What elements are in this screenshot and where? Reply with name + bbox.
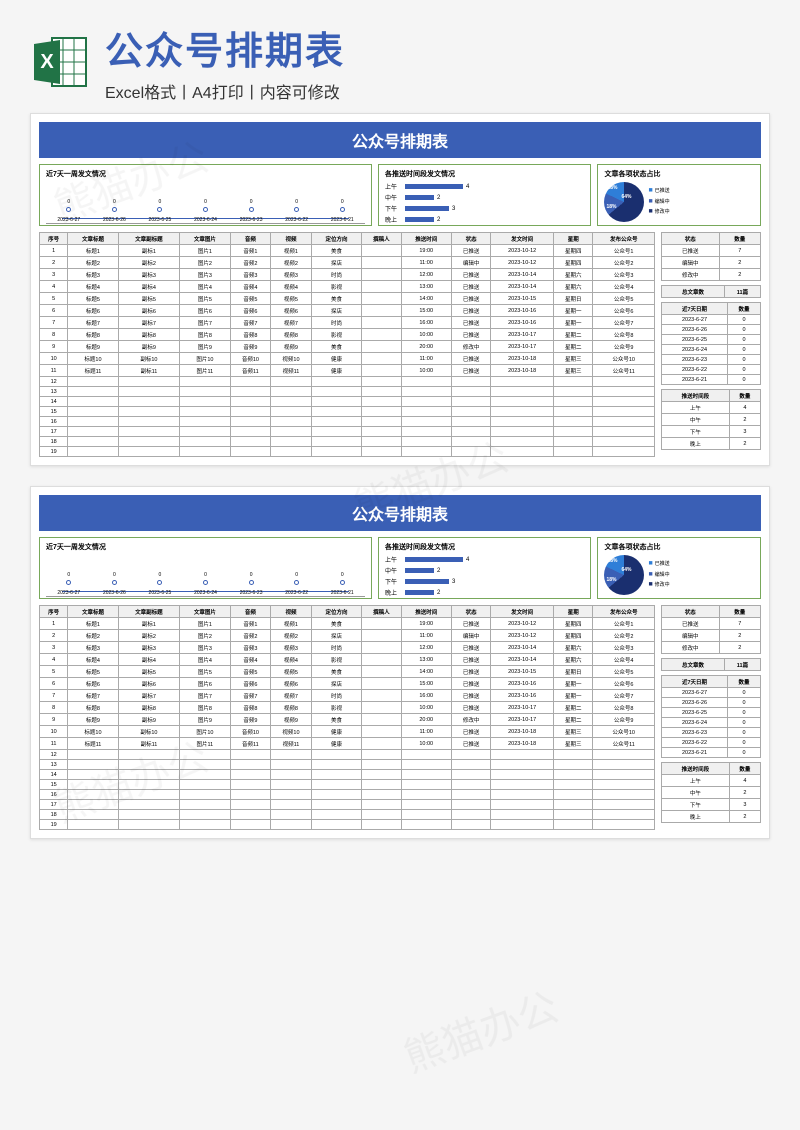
table-row: 6标题6副标6图片6音频6视频6探店15:00已推送2023-10-16星期一公… xyxy=(40,305,655,317)
table-row: 5标题5副标5图片5音频5视频5美食14:00已推送2023-10-15星期日公… xyxy=(40,293,655,305)
table-row: 11标题11副标11图片11音频11视频11健康10:00已推送2023-10-… xyxy=(40,738,655,750)
table-row: 3标题3副标3图片3音频3视频3时尚12:00已推送2023-10-14星期六公… xyxy=(40,642,655,654)
table-row: 9标题9副标9图片9音频9视频9美食20:00修改中2023-10-17星期二公… xyxy=(40,341,655,353)
main-table: 序号文章标题文章副标题文章图片音频视频定位方向撰稿人推送时间状态发文时间星期发布… xyxy=(39,605,655,830)
table-row: 7标题7副标7图片7音频7视频7时尚16:00已推送2023-10-16星期一公… xyxy=(40,317,655,329)
main-table: 序号文章标题文章副标题文章图片音频视频定位方向撰稿人推送时间状态发文时间星期发布… xyxy=(39,232,655,457)
main-title: 公众号排期表 xyxy=(105,20,345,75)
timeline-chart: 近7天一周发文情况 02023-6-2702023-6-2602023-6-25… xyxy=(39,537,372,599)
side-tables: 状态数量已推送7编辑中2修改中2 总文章数11篇 近7天日期数量2023-6-2… xyxy=(661,605,761,830)
table-row: 8标题8副标8图片8音频8视频8影视10:00已推送2023-10-17星期二公… xyxy=(40,702,655,714)
document-page: 公众号排期表 近7天一周发文情况 02023-6-2702023-6-26020… xyxy=(30,113,770,466)
table-row: 4标题4副标4图片4音频4视频4影视13:00已推送2023-10-14星期六公… xyxy=(40,654,655,666)
table-row: 3标题3副标3图片3音频3视频3时尚12:00已推送2023-10-14星期六公… xyxy=(40,269,655,281)
table-row: 11标题11副标11图片11音频11视频11健康10:00已推送2023-10-… xyxy=(40,365,655,377)
doc-title: 公众号排期表 xyxy=(39,495,761,531)
table-row: 5标题5副标5图片5音频5视频5美食14:00已推送2023-10-15星期日公… xyxy=(40,666,655,678)
timeline-chart: 近7天一周发文情况 02023-6-2702023-6-2602023-6-25… xyxy=(39,164,372,226)
table-row: 7标题7副标7图片7音频7视频7时尚16:00已推送2023-10-16星期一公… xyxy=(40,690,655,702)
doc-title: 公众号排期表 xyxy=(39,122,761,158)
table-row: 6标题6副标6图片6音频6视频6探店15:00已推送2023-10-16星期一公… xyxy=(40,678,655,690)
pie-chart: 文章各项状态占比 64% 18% 18% 已推送 编辑中 修改中 xyxy=(597,537,761,599)
table-row: 10标题10副标10图片10音频10视频10健康11:00已推送2023-10-… xyxy=(40,726,655,738)
table-row: 8标题8副标8图片8音频8视频8影视10:00已推送2023-10-17星期二公… xyxy=(40,329,655,341)
bar-chart: 各推送时间段发文情况 上午4中午2下午3晚上2 xyxy=(378,537,591,599)
table-row: 4标题4副标4图片4音频4视频4影视13:00已推送2023-10-14星期六公… xyxy=(40,281,655,293)
table-row: 2标题2副标2图片2音频2视频2探店11:00编辑中2023-10-12星期四公… xyxy=(40,257,655,269)
page-header: X 公众号排期表 Excel格式丨A4打印丨内容可修改 xyxy=(0,0,800,113)
side-tables: 状态数量已推送7编辑中2修改中2 总文章数11篇 近7天日期数量2023-6-2… xyxy=(661,232,761,457)
excel-icon: X xyxy=(30,32,90,92)
table-row: 1标题1副标1图片1音频1视频1美食19:00已推送2023-10-12星期四公… xyxy=(40,618,655,630)
table-row: 1标题1副标1图片1音频1视频1美食19:00已推送2023-10-12星期四公… xyxy=(40,245,655,257)
pie-chart: 文章各项状态占比 64% 18% 18% 已推送 编辑中 修改中 xyxy=(597,164,761,226)
table-row: 9标题9副标9图片9音频9视频9美食20:00修改中2023-10-17星期二公… xyxy=(40,714,655,726)
table-row: 10标题10副标10图片10音频10视频10健康11:00已推送2023-10-… xyxy=(40,353,655,365)
svg-text:X: X xyxy=(40,51,54,73)
bar-chart: 各推送时间段发文情况 上午4中午2下午3晚上2 xyxy=(378,164,591,226)
subtitle: Excel格式丨A4打印丨内容可修改 xyxy=(105,79,345,103)
table-row: 2标题2副标2图片2音频2视频2探店11:00编辑中2023-10-12星期四公… xyxy=(40,630,655,642)
document-page: 公众号排期表 近7天一周发文情况 02023-6-2702023-6-26020… xyxy=(30,486,770,839)
